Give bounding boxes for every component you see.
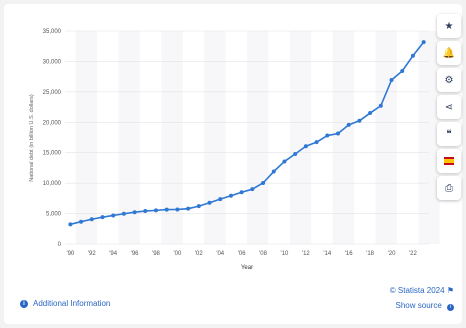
data-point[interactable] <box>111 213 116 218</box>
data-point[interactable] <box>261 180 266 185</box>
y-tick-label: 15,000 <box>43 151 62 157</box>
x-axis-label: Year <box>241 265 253 271</box>
x-tick-label: '98 <box>152 251 160 257</box>
flag-button[interactable] <box>437 149 461 173</box>
share-button[interactable]: ⋖ <box>437 95 461 119</box>
x-tick-label: '96 <box>131 251 139 257</box>
grid-band <box>418 31 440 244</box>
data-point[interactable] <box>325 133 330 138</box>
x-tick-label: '10 <box>281 251 289 257</box>
data-point[interactable] <box>143 209 148 214</box>
gear-icon: ⚙ <box>444 74 454 86</box>
y-tick-label: 20,000 <box>43 120 62 126</box>
additional-info-link[interactable]: i Additional Information <box>20 299 110 308</box>
gear-button[interactable]: ⚙ <box>437 68 461 92</box>
grid-band <box>75 31 98 244</box>
y-tick-label: 35,000 <box>43 29 62 35</box>
x-tick-label: '18 <box>366 251 374 257</box>
x-tick-label: '00 <box>173 251 181 257</box>
data-point[interactable] <box>164 207 169 212</box>
data-point[interactable] <box>368 111 373 116</box>
data-point[interactable] <box>89 217 94 222</box>
quote-button[interactable]: ❝ <box>437 122 461 146</box>
y-tick-label: 25,000 <box>43 90 62 96</box>
data-point[interactable] <box>421 40 426 45</box>
data-point[interactable] <box>132 210 137 215</box>
data-point[interactable] <box>346 122 351 127</box>
star-button[interactable]: ★ <box>437 14 461 38</box>
x-tick-label: '94 <box>109 251 117 257</box>
quote-icon: ❝ <box>446 128 452 140</box>
bell-icon: 🔔 <box>442 47 456 59</box>
x-tick-label: '02 <box>195 251 203 257</box>
share-icon: ⋖ <box>444 101 454 113</box>
star-icon: ★ <box>444 20 454 32</box>
print-icon: ⎙ <box>445 182 453 194</box>
data-point[interactable] <box>218 197 223 202</box>
x-tick-label: '08 <box>259 251 267 257</box>
data-point[interactable] <box>228 193 233 198</box>
data-point[interactable] <box>357 118 362 123</box>
data-point[interactable] <box>79 219 84 224</box>
grid-band <box>332 31 355 244</box>
show-source-label: Show source <box>395 301 442 310</box>
x-tick-label: '92 <box>88 251 96 257</box>
data-point[interactable] <box>282 159 287 164</box>
data-point[interactable] <box>314 140 319 145</box>
data-point[interactable] <box>303 144 308 149</box>
y-axis-label: National debt (in billion U.S. dollars) <box>29 94 35 182</box>
grid-band <box>118 31 140 244</box>
flag-small-icon: ⚑ <box>446 286 454 295</box>
info-icon: i <box>20 299 28 308</box>
data-point[interactable] <box>207 200 212 205</box>
data-point[interactable] <box>196 204 201 209</box>
data-point[interactable] <box>410 53 415 58</box>
data-point[interactable] <box>186 206 191 211</box>
additional-info-label: Additional Information <box>33 299 111 308</box>
x-tick-label: '12 <box>302 251 310 257</box>
credit-text: © Statista 2024 <box>389 286 445 295</box>
data-point[interactable] <box>400 68 405 73</box>
x-tick-label: '90 <box>66 251 74 257</box>
data-point[interactable] <box>239 190 244 195</box>
info-icon: i <box>447 303 454 311</box>
data-point[interactable] <box>378 103 383 108</box>
statista-credit[interactable]: © Statista 2024 ⚑ <box>390 286 454 295</box>
data-point[interactable] <box>250 187 255 192</box>
y-tick-label: 0 <box>58 242 62 248</box>
x-tick-label: '14 <box>323 251 331 257</box>
x-tick-label: '04 <box>216 251 224 257</box>
data-point[interactable] <box>100 215 105 220</box>
grid-band <box>289 31 312 244</box>
data-point[interactable] <box>154 208 158 213</box>
y-tick-label: 10,000 <box>43 181 62 187</box>
bell-button[interactable]: 🔔 <box>437 41 461 65</box>
grid-band <box>204 31 226 244</box>
data-point[interactable] <box>121 211 126 216</box>
grid-band <box>247 31 269 244</box>
series-line <box>70 41 425 226</box>
x-tick-label: '06 <box>238 251 246 257</box>
print-button[interactable]: ⎙ <box>437 176 461 200</box>
x-tick-label: '20 <box>388 251 396 257</box>
y-tick-label: 5,000 <box>46 212 62 218</box>
y-tick-label: 30,000 <box>43 59 62 65</box>
data-point[interactable] <box>68 222 73 227</box>
flag-icon <box>444 157 454 165</box>
grid-band <box>161 31 183 244</box>
x-tick-label: '22 <box>409 251 417 257</box>
x-tick-label: '16 <box>345 251 353 257</box>
show-source-link[interactable]: Show source i <box>396 301 454 311</box>
data-point[interactable] <box>336 131 340 136</box>
data-point[interactable] <box>175 207 180 212</box>
data-point[interactable] <box>389 78 394 83</box>
grid-band <box>375 31 397 244</box>
data-point[interactable] <box>271 169 276 174</box>
data-point[interactable] <box>293 151 298 156</box>
